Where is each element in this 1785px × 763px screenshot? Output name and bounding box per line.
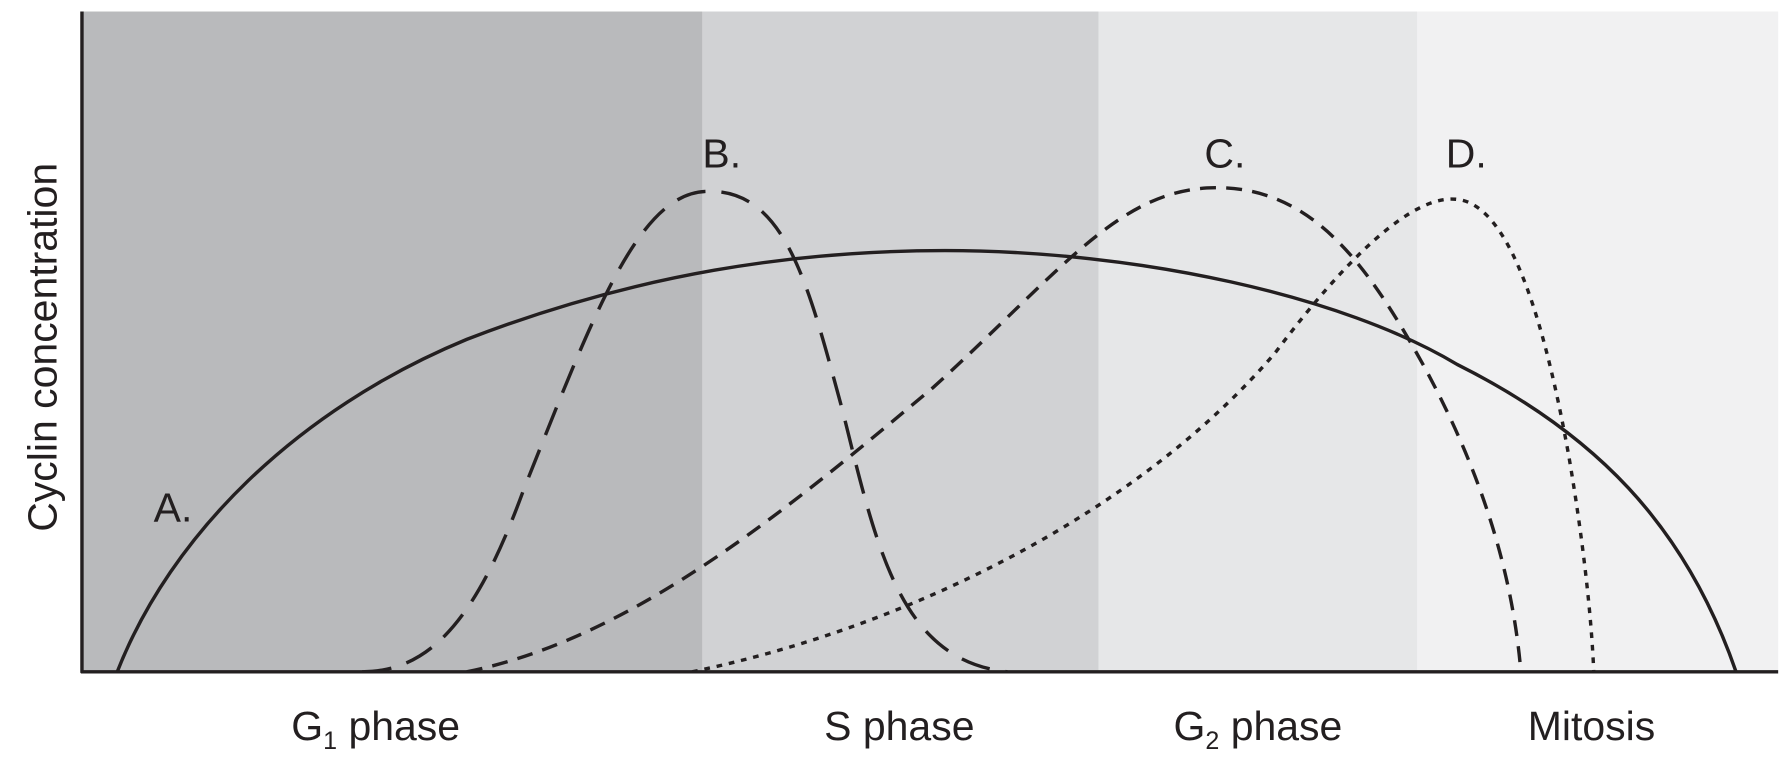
phase-name: G (1174, 703, 1206, 749)
phase-label: Mitosis (1528, 703, 1655, 749)
phase-name: G (291, 703, 323, 749)
g2-region (1098, 11, 1418, 672)
curve-d (691, 197, 1596, 674)
curve-a (115, 248, 1738, 673)
s-region (702, 11, 1099, 672)
phase-label: G2 phase (1174, 703, 1343, 755)
curve-label: C. (1204, 130, 1245, 176)
phase-subscript: 2 (1205, 727, 1219, 755)
phase-rest: phase (1231, 703, 1343, 749)
curve-label: A. (154, 485, 193, 531)
phase-subscript: 1 (323, 727, 337, 755)
curve-label: D. (1446, 130, 1487, 176)
y-axis-label: Cyclin concentration (19, 163, 65, 532)
g1-region (81, 11, 703, 672)
curve-c (466, 186, 1523, 674)
phase-label: S phase (824, 703, 974, 749)
phase-label: G1 phase (291, 703, 460, 755)
curve-label: B. (702, 130, 741, 176)
mitosis-region (1417, 11, 1779, 672)
phase-rest: phase (348, 703, 460, 749)
